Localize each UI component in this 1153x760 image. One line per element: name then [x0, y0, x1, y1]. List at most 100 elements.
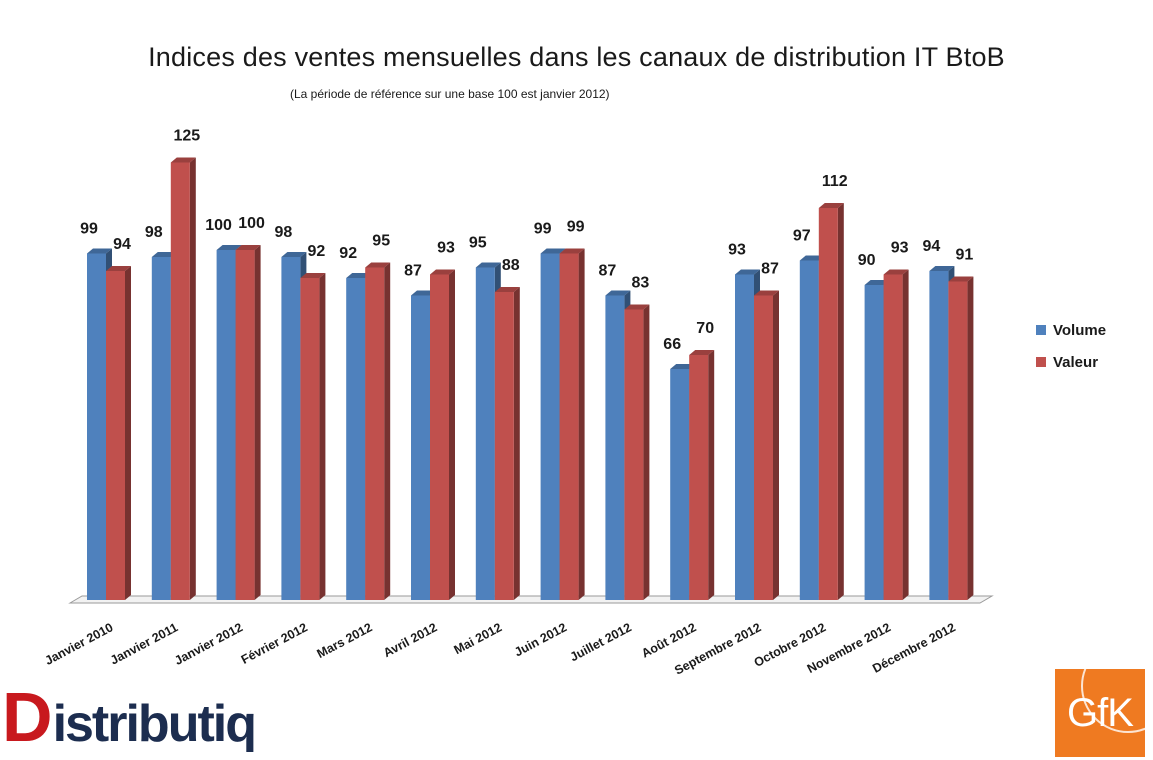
bar-front: [735, 274, 754, 600]
bar-side: [384, 262, 391, 600]
bar-valeur-13: [883, 269, 909, 600]
bar-top: [818, 203, 844, 208]
data-label-volume-10: 66: [663, 336, 681, 353]
bar-side: [643, 304, 650, 600]
bar-valeur-8: [559, 248, 585, 600]
bar-top: [559, 248, 585, 254]
data-label-volume-6: 87: [404, 263, 422, 280]
data-label-valeur-6: 93: [437, 240, 455, 257]
bar-valeur-3: [235, 245, 261, 600]
data-label-valeur-13: 93: [891, 240, 909, 257]
bar-valeur-11: [754, 290, 779, 600]
bar-front: [605, 295, 625, 600]
distributique-logo: Distributique: [2, 676, 257, 758]
data-label-valeur-8: 99: [567, 219, 585, 236]
bar-side: [319, 273, 326, 600]
bar-top: [87, 248, 112, 254]
bar-front: [87, 253, 106, 600]
data-label-volume-12: 97: [793, 228, 811, 245]
data-label-volume-7: 95: [469, 235, 487, 252]
bar-top: [735, 269, 760, 275]
bar-top: [281, 252, 307, 257]
data-label-valeur-2: 125: [173, 128, 200, 145]
bar-front: [106, 271, 125, 600]
data-label-volume-5: 92: [339, 245, 357, 262]
x-tick-label-3: Janvier 2012: [172, 620, 245, 668]
bar-front: [235, 250, 255, 600]
bar-front: [281, 257, 301, 600]
legend-swatch-volume: [1036, 325, 1046, 335]
data-label-valeur-11: 87: [761, 261, 779, 278]
chart-title: Indices des ventes mensuelles dans les c…: [148, 42, 1005, 72]
bar-side: [189, 157, 196, 600]
data-label-volume-8: 99: [534, 221, 552, 238]
legend-label-volume: Volume: [1053, 321, 1107, 339]
bar-front: [540, 253, 560, 600]
bar-side: [967, 276, 974, 600]
legend-item-valeur: Valeur: [1036, 353, 1106, 371]
gfk-logo: GfK: [1055, 669, 1145, 757]
legend-label-valeur: Valeur: [1053, 353, 1099, 371]
bar-front: [754, 295, 773, 600]
bar-front: [670, 369, 690, 600]
bar-front: [929, 271, 949, 600]
bar-top: [365, 262, 391, 268]
bar-side: [837, 203, 844, 600]
data-label-valeur-1: 94: [113, 236, 131, 253]
bar-front: [170, 162, 190, 600]
bar-top: [494, 287, 520, 292]
bar-top: [300, 273, 326, 278]
bar-valeur-2: [170, 157, 196, 600]
bar-side: [254, 245, 261, 600]
bar-top: [411, 290, 436, 296]
bar-top: [430, 269, 455, 275]
chart-floor: [68, 595, 994, 604]
bar-top: [106, 266, 131, 271]
bar-front: [300, 278, 320, 600]
bar-top: [346, 273, 372, 278]
logo-wordmark: istributique: [52, 695, 257, 753]
bar-top: [540, 248, 566, 254]
bar-top: [216, 245, 242, 250]
data-label-valeur-5: 95: [372, 233, 390, 250]
x-tick-label-6: Avril 2012: [381, 620, 439, 660]
data-label-valeur-12: 112: [822, 173, 848, 190]
data-label-valeur-10: 70: [696, 320, 714, 337]
gfk-wordmark: GfK: [1067, 690, 1134, 735]
data-label-volume-2: 98: [145, 224, 163, 241]
x-tick-label-1: Janvier 2010: [43, 620, 116, 668]
bar-top: [883, 269, 909, 275]
logo-letter-d: D: [2, 678, 53, 756]
legend-swatch-valeur: [1036, 357, 1046, 367]
bar-side: [449, 269, 455, 600]
bar-valeur-9: [624, 304, 650, 600]
bar-valeur-7: [494, 287, 520, 600]
bar-side: [708, 350, 715, 600]
data-label-volume-11: 93: [728, 242, 746, 259]
bar-valeur-10: [689, 350, 715, 600]
x-tick-label-9: Juillet 2012: [568, 620, 634, 664]
bar-side: [773, 290, 779, 600]
bar-front: [883, 274, 903, 600]
bar-top: [235, 245, 261, 250]
bar-top: [948, 276, 974, 282]
x-tick-label-7: Mai 2012: [452, 620, 505, 657]
bar-side: [902, 269, 909, 600]
data-label-valeur-3: 100: [238, 215, 265, 232]
bar-valeur-12: [818, 203, 844, 600]
bar-top: [799, 255, 825, 261]
bar-valeur-4: [300, 273, 326, 600]
data-label-valeur-9: 83: [632, 275, 650, 292]
data-label-volume-9: 87: [599, 263, 617, 280]
data-label-volume-1: 99: [80, 221, 98, 238]
bar-top: [689, 350, 715, 355]
bar-front: [346, 278, 366, 600]
bar-front: [411, 295, 430, 600]
bar-side: [513, 287, 520, 600]
bar-front: [624, 309, 644, 600]
data-label-volume-3: 100: [205, 217, 232, 234]
bar-front: [216, 250, 236, 600]
bar-top: [475, 262, 501, 268]
